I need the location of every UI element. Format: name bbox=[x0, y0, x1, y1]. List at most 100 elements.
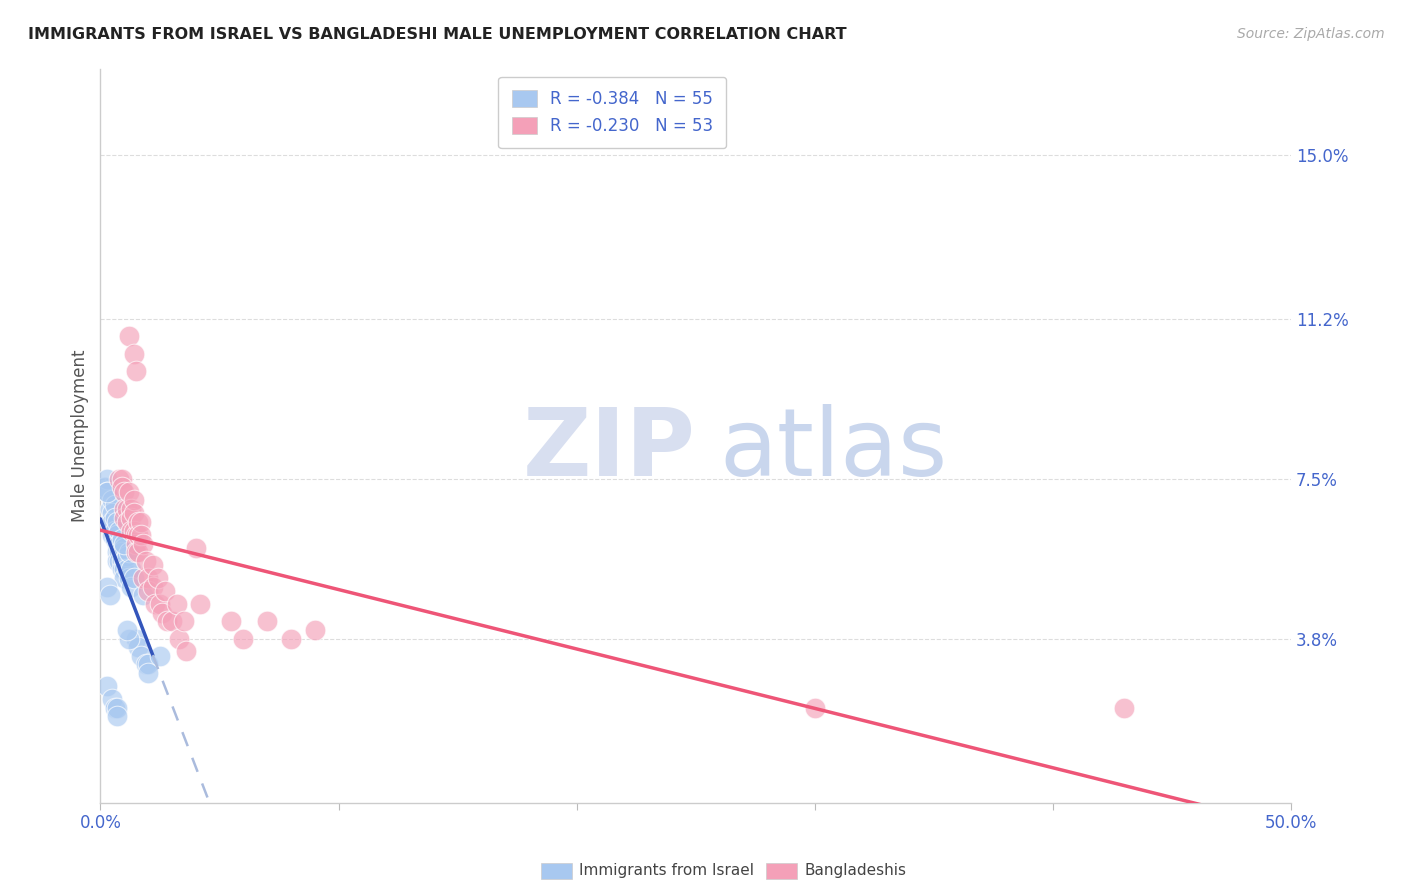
Point bbox=[160, 614, 183, 628]
Point bbox=[112, 541, 135, 555]
Point bbox=[122, 346, 145, 360]
Point bbox=[142, 580, 165, 594]
Point bbox=[120, 510, 142, 524]
Point bbox=[101, 515, 124, 529]
Point bbox=[118, 632, 141, 646]
Point bbox=[98, 588, 121, 602]
Point bbox=[136, 666, 159, 681]
Point bbox=[111, 554, 134, 568]
Point bbox=[108, 554, 131, 568]
Point bbox=[136, 657, 159, 672]
Point bbox=[232, 632, 254, 646]
Point bbox=[96, 580, 118, 594]
Point bbox=[104, 498, 127, 512]
Point bbox=[115, 502, 138, 516]
Point bbox=[111, 532, 134, 546]
Point bbox=[127, 528, 149, 542]
Text: atlas: atlas bbox=[720, 404, 948, 496]
Point bbox=[136, 584, 159, 599]
Point bbox=[129, 515, 152, 529]
Text: ZIP: ZIP bbox=[523, 404, 696, 496]
Point bbox=[122, 571, 145, 585]
Point bbox=[115, 549, 138, 564]
Point bbox=[173, 614, 195, 628]
Point bbox=[132, 571, 155, 585]
Point bbox=[115, 623, 138, 637]
Point bbox=[112, 484, 135, 499]
Point bbox=[166, 597, 188, 611]
Point bbox=[122, 506, 145, 520]
Text: Source: ZipAtlas.com: Source: ZipAtlas.com bbox=[1237, 27, 1385, 41]
Point bbox=[142, 558, 165, 573]
Point bbox=[122, 524, 145, 538]
Point bbox=[105, 700, 128, 714]
Point bbox=[104, 700, 127, 714]
Point bbox=[304, 623, 326, 637]
Point bbox=[101, 528, 124, 542]
Point bbox=[125, 364, 148, 378]
Point bbox=[122, 493, 145, 508]
Point bbox=[105, 515, 128, 529]
Point bbox=[125, 545, 148, 559]
Point bbox=[105, 545, 128, 559]
Point bbox=[111, 480, 134, 494]
Point bbox=[146, 571, 169, 585]
Point bbox=[108, 472, 131, 486]
Legend: R = -0.384   N = 55, R = -0.230   N = 53: R = -0.384 N = 55, R = -0.230 N = 53 bbox=[498, 77, 727, 148]
Point bbox=[108, 545, 131, 559]
Point bbox=[104, 532, 127, 546]
Point bbox=[132, 588, 155, 602]
Point bbox=[118, 545, 141, 559]
Point bbox=[118, 329, 141, 343]
Point bbox=[129, 648, 152, 663]
Point bbox=[804, 700, 827, 714]
Point bbox=[104, 510, 127, 524]
Point bbox=[112, 554, 135, 568]
Point bbox=[135, 554, 157, 568]
Point bbox=[174, 644, 197, 658]
Point bbox=[127, 640, 149, 654]
Y-axis label: Male Unemployment: Male Unemployment bbox=[72, 350, 89, 522]
Point bbox=[105, 554, 128, 568]
Point bbox=[112, 536, 135, 550]
Point bbox=[101, 493, 124, 508]
Point bbox=[120, 562, 142, 576]
Point bbox=[127, 515, 149, 529]
Point bbox=[125, 632, 148, 646]
Text: IMMIGRANTS FROM ISRAEL VS BANGLADESHI MALE UNEMPLOYMENT CORRELATION CHART: IMMIGRANTS FROM ISRAEL VS BANGLADESHI MA… bbox=[28, 27, 846, 42]
Point bbox=[129, 528, 152, 542]
Point bbox=[120, 524, 142, 538]
Point bbox=[112, 510, 135, 524]
Point bbox=[94, 480, 117, 494]
Point bbox=[104, 524, 127, 538]
Point bbox=[150, 606, 173, 620]
Point bbox=[120, 502, 142, 516]
Point bbox=[153, 584, 176, 599]
Point bbox=[125, 536, 148, 550]
Point bbox=[256, 614, 278, 628]
Text: Bangladeshis: Bangladeshis bbox=[804, 863, 907, 878]
Point bbox=[98, 515, 121, 529]
Point bbox=[149, 597, 172, 611]
Point bbox=[149, 648, 172, 663]
Point bbox=[118, 484, 141, 499]
Point bbox=[135, 657, 157, 672]
Point bbox=[120, 580, 142, 594]
Point bbox=[190, 597, 212, 611]
Text: Immigrants from Israel: Immigrants from Israel bbox=[579, 863, 754, 878]
Point bbox=[132, 536, 155, 550]
Point bbox=[111, 562, 134, 576]
Point bbox=[156, 614, 179, 628]
Point bbox=[112, 571, 135, 585]
Point bbox=[115, 515, 138, 529]
Point bbox=[112, 562, 135, 576]
Point bbox=[111, 472, 134, 486]
Point bbox=[136, 571, 159, 585]
Point bbox=[127, 545, 149, 559]
Point bbox=[105, 528, 128, 542]
Point bbox=[221, 614, 243, 628]
Point bbox=[143, 597, 166, 611]
Point bbox=[125, 528, 148, 542]
Point bbox=[96, 484, 118, 499]
Point bbox=[118, 571, 141, 585]
